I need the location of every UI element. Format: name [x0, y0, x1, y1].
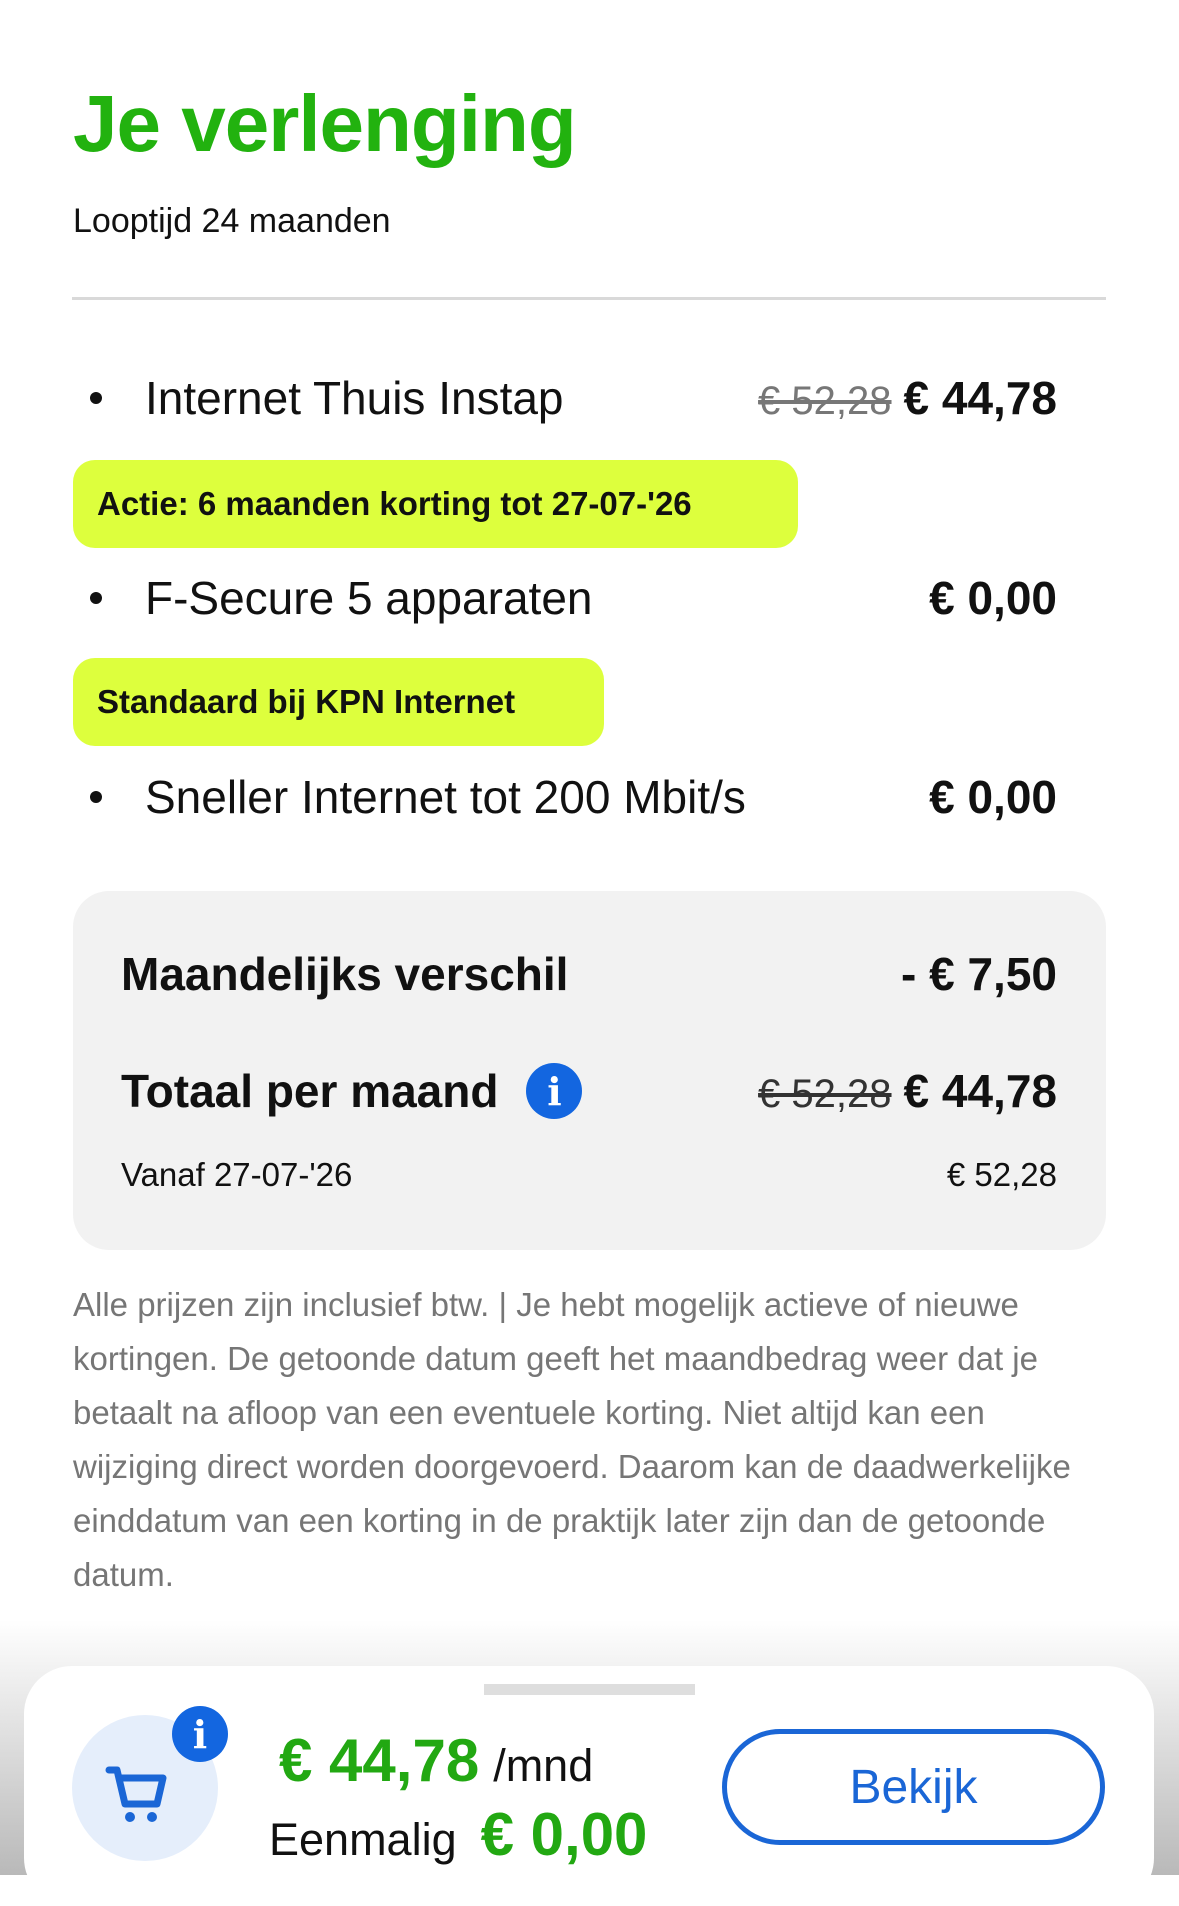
disclaimer: Alle prijzen zijn inclusief btw. | Je he… — [73, 1286, 1071, 1593]
cart-icon — [105, 1766, 167, 1822]
monthly-price: € 44,78 /mnd — [279, 1726, 593, 1795]
list-item: Sneller Internet tot 200 Mbit/s € 0,00 — [90, 767, 1057, 827]
info-icon[interactable]: i — [526, 1063, 583, 1119]
bullet — [90, 592, 102, 604]
list-item: F-Secure 5 apparaten € 0,00 — [90, 568, 1057, 628]
drag-handle[interactable] — [484, 1684, 695, 1695]
diff-label: Maandelijks verschil — [121, 948, 569, 1000]
from-row: Vanaf 27-07-'26 € 52,28 — [121, 1156, 1057, 1194]
total-price: € 44,78 — [903, 1065, 1057, 1117]
summary-box: Maandelijks verschil - € 7,50 Totaal per… — [73, 891, 1106, 1250]
from-value: € 52,28 — [946, 1156, 1057, 1193]
item-price: € 44,78 — [903, 372, 1057, 424]
monthly-amount: € 44,78 — [279, 1727, 480, 1794]
from-label: Vanaf 27-07-'26 — [121, 1156, 353, 1193]
diff-value: - € 7,50 — [901, 948, 1057, 1000]
bullet — [90, 791, 102, 803]
monthly-difference-row: Maandelijks verschil - € 7,50 — [121, 947, 1057, 1001]
item-price: € 0,00 — [929, 572, 1057, 624]
divider — [72, 297, 1106, 300]
total-label: Totaal per maand — [121, 1065, 499, 1117]
total-old-price: € 52,28 — [758, 1072, 892, 1116]
page-title: Je verlenging — [73, 79, 577, 168]
one-time-amount: € 0,00 — [480, 1801, 648, 1868]
one-time-label: Eenmalig — [269, 1814, 457, 1865]
item-label: Sneller Internet tot 200 Mbit/s — [145, 771, 746, 823]
total-row: Totaal per maand i € 52,28 € 44,78 — [121, 1063, 1057, 1119]
bullet — [90, 392, 102, 404]
list-item: Internet Thuis Instap € 52,28 € 44,78 — [90, 368, 1057, 428]
cart-bottom-sheet: i € 44,78 /mnd Eenmalig € 0,00 Bekijk — [24, 1666, 1154, 1906]
one-time-price: Eenmalig € 0,00 — [269, 1800, 647, 1869]
contract-duration: Looptijd 24 maanden — [73, 202, 391, 240]
standard-badge: Standaard bij KPN Internet — [73, 658, 604, 746]
promo-badge: Actie: 6 maanden korting tot 27-07-'26 — [73, 460, 798, 548]
item-price: € 0,00 — [929, 771, 1057, 823]
item-label: Internet Thuis Instap — [145, 372, 564, 424]
old-price: € 52,28 — [758, 379, 892, 423]
view-button[interactable]: Bekijk — [722, 1729, 1105, 1845]
cart-info-icon[interactable]: i — [172, 1706, 228, 1762]
item-label: F-Secure 5 apparaten — [145, 572, 593, 624]
monthly-unit: /mnd — [493, 1740, 594, 1791]
